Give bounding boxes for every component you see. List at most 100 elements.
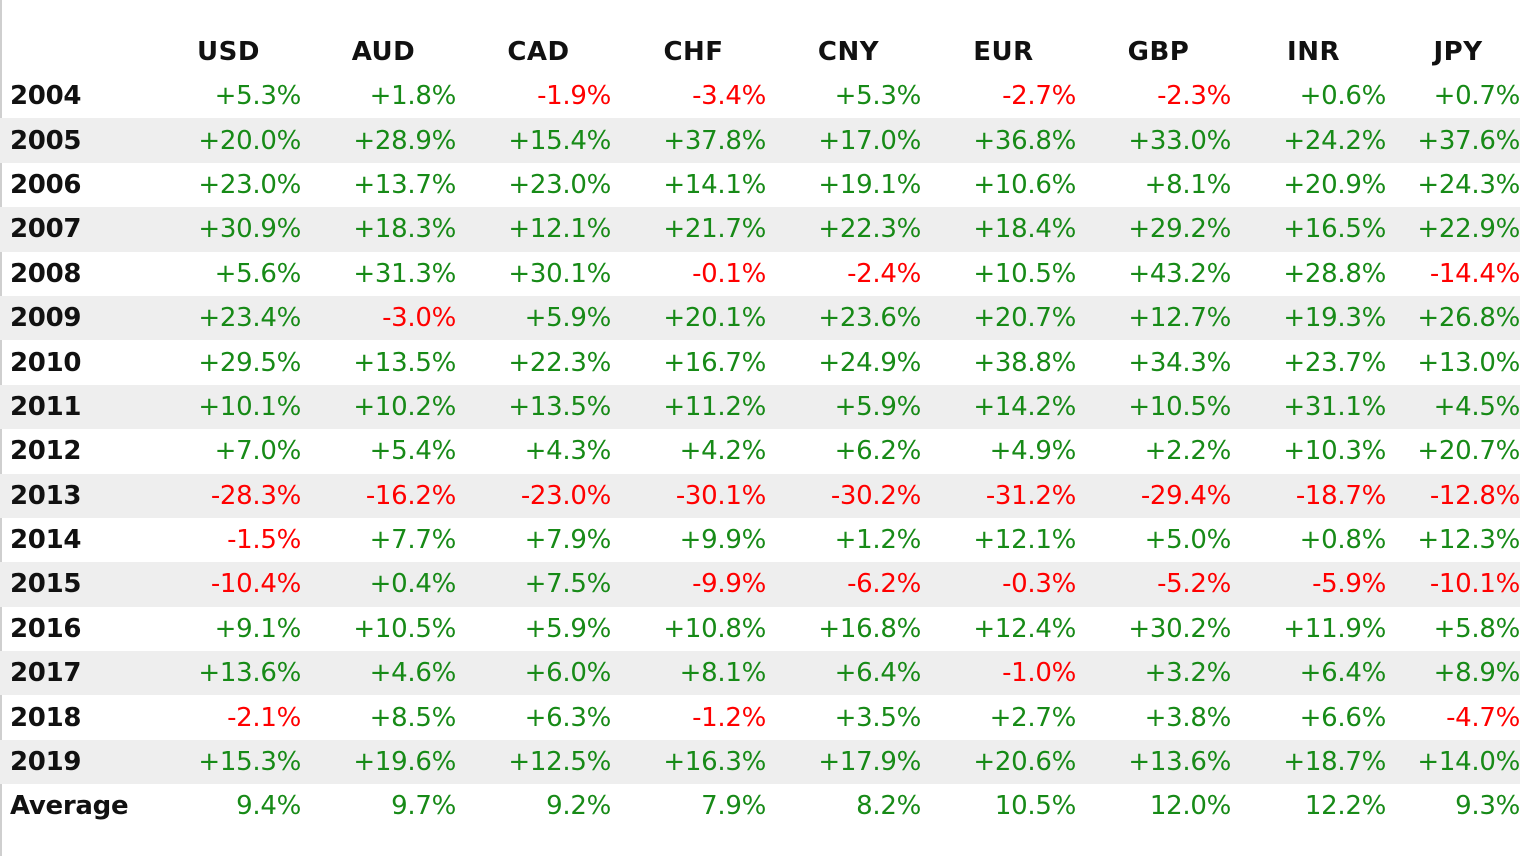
row-label: 2015: [0, 562, 146, 607]
value-cell: +8.9%: [1386, 651, 1520, 696]
value-cell: 7.9%: [701, 791, 766, 822]
value-cell: +10.1%: [146, 384, 301, 430]
value-cell: +1.8%: [369, 81, 457, 112]
row-label: 2017: [0, 651, 146, 696]
column-header-cny: CNY: [817, 37, 880, 67]
value-cell: +12.7%: [1076, 295, 1231, 341]
value-cell: +12.4%: [973, 613, 1076, 644]
value-cell: +19.3%: [1231, 295, 1386, 341]
value-cell: +23.0%: [508, 169, 611, 200]
value-cell: +15.4%: [456, 118, 611, 163]
value-cell: +2.7%: [989, 702, 1077, 733]
value-cell: +14.0%: [1386, 739, 1520, 785]
value-cell: +8.1%: [611, 651, 766, 696]
value-cell: +7.9%: [524, 525, 612, 556]
value-cell: +3.2%: [1076, 651, 1231, 696]
value-cell: +5.0%: [1144, 525, 1232, 556]
value-cell: +17.9%: [766, 739, 921, 785]
column-header-usd: USD: [197, 37, 260, 67]
value-cell: -30.1%: [611, 473, 766, 518]
row-label: 2010: [10, 347, 82, 378]
value-cell: +22.3%: [508, 347, 611, 378]
value-cell: -29.4%: [1076, 473, 1231, 518]
value-cell: +6.6%: [1299, 702, 1387, 733]
column-header-chf: CHF: [663, 37, 724, 67]
value-cell: +20.7%: [921, 295, 1076, 341]
value-cell: +6.0%: [456, 651, 611, 696]
value-cell: +24.9%: [818, 347, 921, 378]
column-header-inr: INR: [1287, 37, 1340, 67]
row-label: 2009: [0, 295, 146, 341]
value-cell: +20.6%: [921, 739, 1076, 785]
value-cell: +7.7%: [369, 525, 457, 556]
value-cell: +10.2%: [301, 384, 456, 430]
value-cell: +5.9%: [524, 613, 612, 644]
value-cell: +20.0%: [146, 118, 301, 163]
value-cell: +18.4%: [921, 207, 1076, 252]
value-cell: -5.2%: [1076, 562, 1231, 607]
value-cell: +13.6%: [1076, 739, 1231, 785]
row-label: 2012: [10, 436, 82, 467]
value-cell: +10.6%: [973, 169, 1076, 200]
value-cell: +5.8%: [1433, 613, 1521, 644]
value-cell: -18.7%: [1231, 473, 1386, 518]
value-cell: +29.5%: [198, 347, 301, 378]
row-label: 2005: [0, 118, 146, 163]
value-cell: +14.1%: [663, 169, 766, 200]
value-cell: -10.1%: [1386, 562, 1520, 607]
header-row: USD AUD CAD CHF CNY EUR GBP INR JPY: [0, 30, 1520, 74]
value-cell: +30.2%: [1128, 613, 1231, 644]
value-cell: -5.9%: [1231, 562, 1386, 607]
value-cell: +6.4%: [766, 651, 921, 696]
value-cell: 9.4%: [236, 791, 301, 822]
value-cell: +24.2%: [1231, 118, 1386, 163]
value-cell: +5.9%: [766, 384, 921, 430]
value-cell: +21.7%: [611, 207, 766, 252]
value-cell: +30.1%: [508, 258, 611, 289]
value-cell: +23.4%: [146, 295, 301, 341]
row-label: Average: [10, 791, 129, 822]
corner-cell: [0, 30, 146, 74]
value-cell: +16.7%: [663, 347, 766, 378]
value-cell: -3.0%: [301, 295, 456, 341]
table-row: 2010 +29.5% +13.5% +22.3% +16.7% +24.9% +38.8%…: [0, 340, 1520, 384]
value-cell: +9.1%: [214, 613, 302, 644]
returns-table: USD AUD CAD CHF CNY EUR GBP INR JPY 2004 +5.3% +1.…: [0, 30, 1520, 829]
table-row: 2018 -2.1% +8.5% +6.3% -1.2% +3.5% +2.7% +3.8% +…: [0, 695, 1520, 739]
value-cell: +11.9%: [1283, 613, 1386, 644]
value-cell: -31.2%: [921, 473, 1076, 518]
value-cell: 9.2%: [546, 791, 611, 822]
value-cell: -3.4%: [692, 81, 766, 112]
value-cell: +0.8%: [1299, 525, 1387, 556]
table-row: 2013 -28.3% -16.2% -23.0% -30.1% -30.2% -31.2%…: [0, 473, 1520, 518]
table-row: 2007 +30.9% +18.3% +12.1% +21.7% +22.3% +18.4%…: [0, 207, 1520, 252]
value-cell: +13.7%: [353, 169, 456, 200]
value-cell: +13.5%: [353, 347, 456, 378]
value-cell: +17.0%: [766, 118, 921, 163]
value-cell: -23.0%: [456, 473, 611, 518]
value-cell: -6.2%: [766, 562, 921, 607]
value-cell: +12.1%: [456, 207, 611, 252]
value-cell: +37.8%: [611, 118, 766, 163]
value-cell: 8.2%: [856, 791, 921, 822]
value-cell: +13.5%: [456, 384, 611, 430]
value-cell: +33.0%: [1076, 118, 1231, 163]
value-cell: +3.8%: [1144, 702, 1232, 733]
table-row: 2015 -10.4% +0.4% +7.5% -9.9% -6.2% -0.3% -5.2%…: [0, 562, 1520, 607]
value-cell: -0.1%: [692, 258, 766, 289]
table-row: 2012 +7.0% +5.4% +4.3% +4.2% +6.2% +4.9% +2.2% +…: [0, 429, 1520, 473]
value-cell: -30.2%: [766, 473, 921, 518]
value-cell: 12.0%: [1149, 791, 1231, 822]
value-cell: +30.9%: [146, 207, 301, 252]
value-cell: +23.0%: [198, 169, 301, 200]
value-cell: +20.1%: [611, 295, 766, 341]
value-cell: +3.5%: [834, 702, 922, 733]
column-header-jpy: JPY: [1433, 37, 1483, 67]
value-cell: +26.8%: [1386, 295, 1520, 341]
value-cell: +16.3%: [611, 739, 766, 785]
table-row: 2016 +9.1% +10.5% +5.9% +10.8% +16.8% +12.4% +3…: [0, 607, 1520, 651]
value-cell: +5.9%: [456, 295, 611, 341]
value-cell: +16.8%: [818, 613, 921, 644]
value-cell: +34.3%: [1128, 347, 1231, 378]
value-cell: +10.8%: [663, 613, 766, 644]
